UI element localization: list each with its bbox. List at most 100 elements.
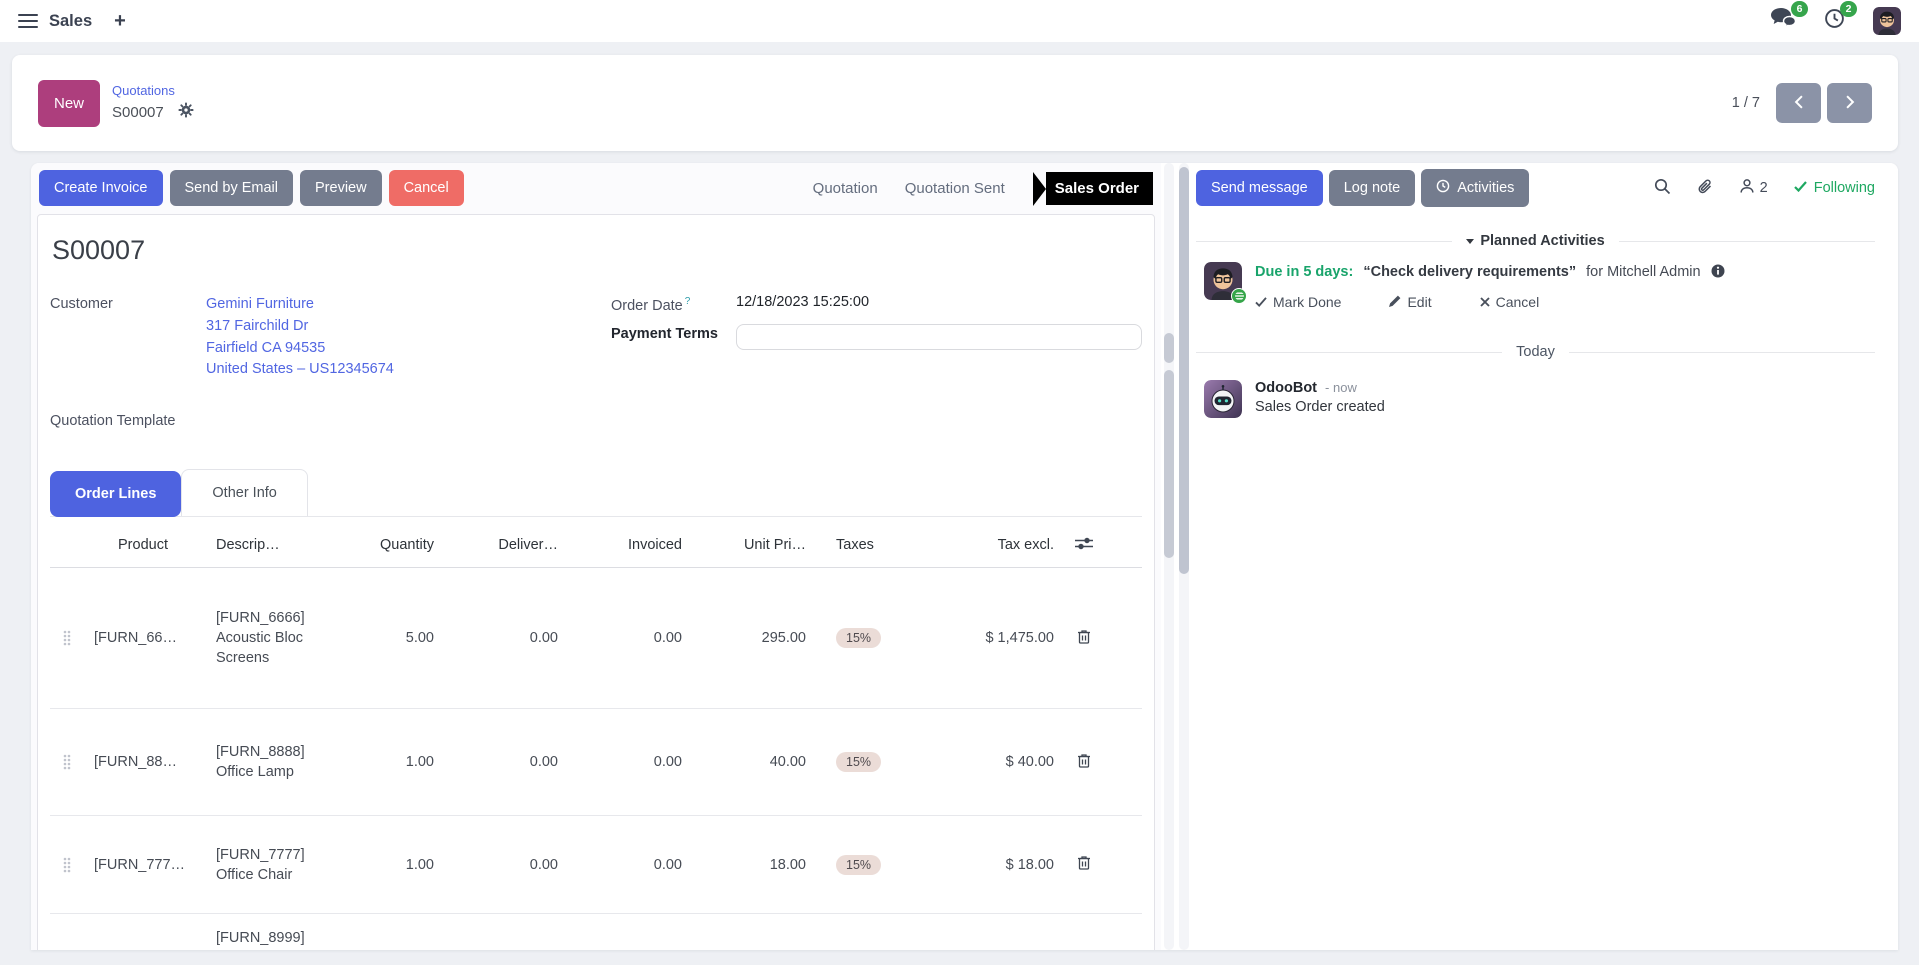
attach-files-button[interactable] [1697,178,1713,199]
col-delivered[interactable]: Deliver… [498,537,558,554]
clock-icon [1824,8,1845,34]
status-quotation[interactable]: Quotation [812,179,878,197]
pager-previous-button[interactable] [1776,83,1821,123]
customer-address-line1[interactable]: 317 Fairchild Dr [206,317,309,334]
search-messages-button[interactable] [1654,178,1671,198]
help-icon: ? [684,296,691,307]
status-sales-order-active[interactable]: Sales Order [1032,171,1153,206]
send-message-button[interactable]: Send message [1196,170,1323,206]
cell-description[interactable]: [FURN_7777] Office Chair [216,846,305,883]
notebook-tabs: Order Lines Other Info [50,469,1142,517]
new-record-plus-button[interactable]: + [114,10,126,32]
cell-unit-price[interactable]: 40.00 [769,754,806,771]
cell-quantity[interactable]: 1.00 [405,754,434,771]
delete-row-icon[interactable] [1054,628,1114,649]
cell-delivered[interactable]: 0.00 [529,630,558,647]
create-invoice-button[interactable]: Create Invoice [39,170,163,206]
col-product[interactable]: Product [118,537,168,554]
cell-product[interactable]: [FURN_88… [94,754,177,771]
mark-done-button[interactable]: Mark Done [1255,294,1341,310]
new-button[interactable]: New [38,79,101,127]
tax-badge[interactable]: 15% [836,752,882,773]
table-row[interactable]: [FURN_8999] Three- [50,914,1142,950]
cell-invoiced[interactable]: 0.00 [653,754,682,771]
table-row[interactable]: [FURN_88… [FURN_8888] Office Lamp 1.00 0… [50,709,1142,817]
edit-activity-button[interactable]: Edit [1389,294,1432,310]
following-toggle[interactable]: Following [1793,180,1875,196]
payment-terms-input[interactable] [736,323,1142,350]
cancel-button[interactable]: Cancel [388,170,464,206]
activities-button[interactable]: Activities [1421,169,1530,207]
hamburger-icon[interactable] [18,13,38,29]
chatter-panel: Send message Log note Activities 2 [1196,163,1898,950]
cell-product[interactable]: [FURN_777… [94,856,186,873]
col-taxes[interactable]: Taxes [836,537,874,554]
cell-delivered[interactable]: 0.00 [529,754,558,771]
today-label: Today [1516,344,1555,360]
col-quantity[interactable]: Quantity [380,537,434,554]
message-author[interactable]: OdooBot [1255,380,1318,396]
order-date-value[interactable]: 12/18/2023 15:25:00 [736,294,870,310]
form-scrollbar[interactable] [1164,163,1174,950]
cell-quantity[interactable]: 1.00 [405,856,434,873]
cell-description[interactable]: [FURN_8888] Office Lamp [216,744,305,781]
preview-button[interactable]: Preview [300,170,382,206]
check-icon [1793,180,1807,196]
tax-badge[interactable]: 15% [836,628,882,649]
customer-name-link[interactable]: Gemini Furniture [206,296,314,312]
info-icon[interactable] [1711,264,1725,282]
cell-invoiced[interactable]: 0.00 [653,856,682,873]
pager-next-button[interactable] [1827,83,1872,123]
chatter-message[interactable]: OdooBot - now Sales Order created [1196,380,1875,418]
activity-item: Due in 5 days: “Check delivery requireme… [1196,262,1875,310]
breadcrumb-current: S00007 [112,104,164,121]
user-avatar[interactable] [1873,7,1901,35]
drag-handle-icon[interactable] [50,630,84,646]
cell-description[interactable]: [FURN_6666] Acoustic Bloc Screens [216,609,305,667]
pencil-icon [1389,294,1401,310]
cancel-activity-button[interactable]: Cancel [1479,294,1539,310]
drag-handle-icon[interactable] [50,754,84,770]
tab-other-info[interactable]: Other Info [181,469,308,516]
messages-menu[interactable]: 6 [1771,1,1808,34]
cell-delivered[interactable]: 0.00 [529,856,558,873]
activities-menu[interactable]: 2 [1824,1,1857,34]
delete-row-icon[interactable] [1054,854,1114,875]
customer-address-line3[interactable]: United States – US12345674 [206,361,394,378]
breadcrumb-quotations-link[interactable]: Quotations [112,83,175,98]
tab-order-lines[interactable]: Order Lines [50,471,182,517]
avatar[interactable] [1204,262,1247,304]
optional-columns-icon[interactable] [1054,536,1114,555]
drag-handle-icon[interactable] [50,857,84,873]
page-scrollbar[interactable] [1179,163,1189,950]
x-icon [1479,294,1490,310]
planned-activities-section[interactable]: Planned Activities [1196,233,1875,249]
cell-product[interactable]: [FURN_66… [94,630,177,647]
cell-invoiced[interactable]: 0.00 [653,630,682,647]
status-quotation-sent[interactable]: Quotation Sent [904,179,1005,197]
activity-assignee: for Mitchell Admin [1586,264,1701,280]
message-time: - now [1325,380,1357,395]
search-icon [1654,178,1671,198]
customer-address-line2[interactable]: Fairfield CA 94535 [206,339,326,356]
chatter-toolbar: Send message Log note Activities 2 [1196,163,1875,207]
cell-description[interactable]: [FURN_8999] Three- [216,930,305,947]
app-name[interactable]: Sales [49,11,93,30]
cell-unit-price[interactable]: 18.00 [769,856,806,873]
delete-row-icon[interactable] [1054,752,1114,773]
table-row[interactable]: [FURN_66… [FURN_6666] Acoustic Bloc Scre… [50,568,1142,710]
gear-icon[interactable] [178,102,194,123]
cell-quantity[interactable]: 5.00 [405,630,434,647]
col-invoiced[interactable]: Invoiced [627,537,682,554]
message-body: Sales Order created [1255,399,1385,415]
cell-unit-price[interactable]: 295.00 [761,630,806,647]
customer-value: Gemini Furniture 317 Fairchild Dr Fairfi… [206,294,394,381]
tax-badge[interactable]: 15% [836,854,882,875]
followers-button[interactable]: 2 [1739,178,1768,198]
send-by-email-button[interactable]: Send by Email [169,170,293,206]
log-note-button[interactable]: Log note [1328,170,1416,206]
col-description[interactable]: Descrip… [216,537,280,553]
col-tax-excl[interactable]: Tax excl. [997,537,1054,554]
table-row[interactable]: [FURN_777… [FURN_7777] Office Chair 1.00… [50,816,1142,915]
col-unit-price[interactable]: Unit Pri… [743,537,806,554]
